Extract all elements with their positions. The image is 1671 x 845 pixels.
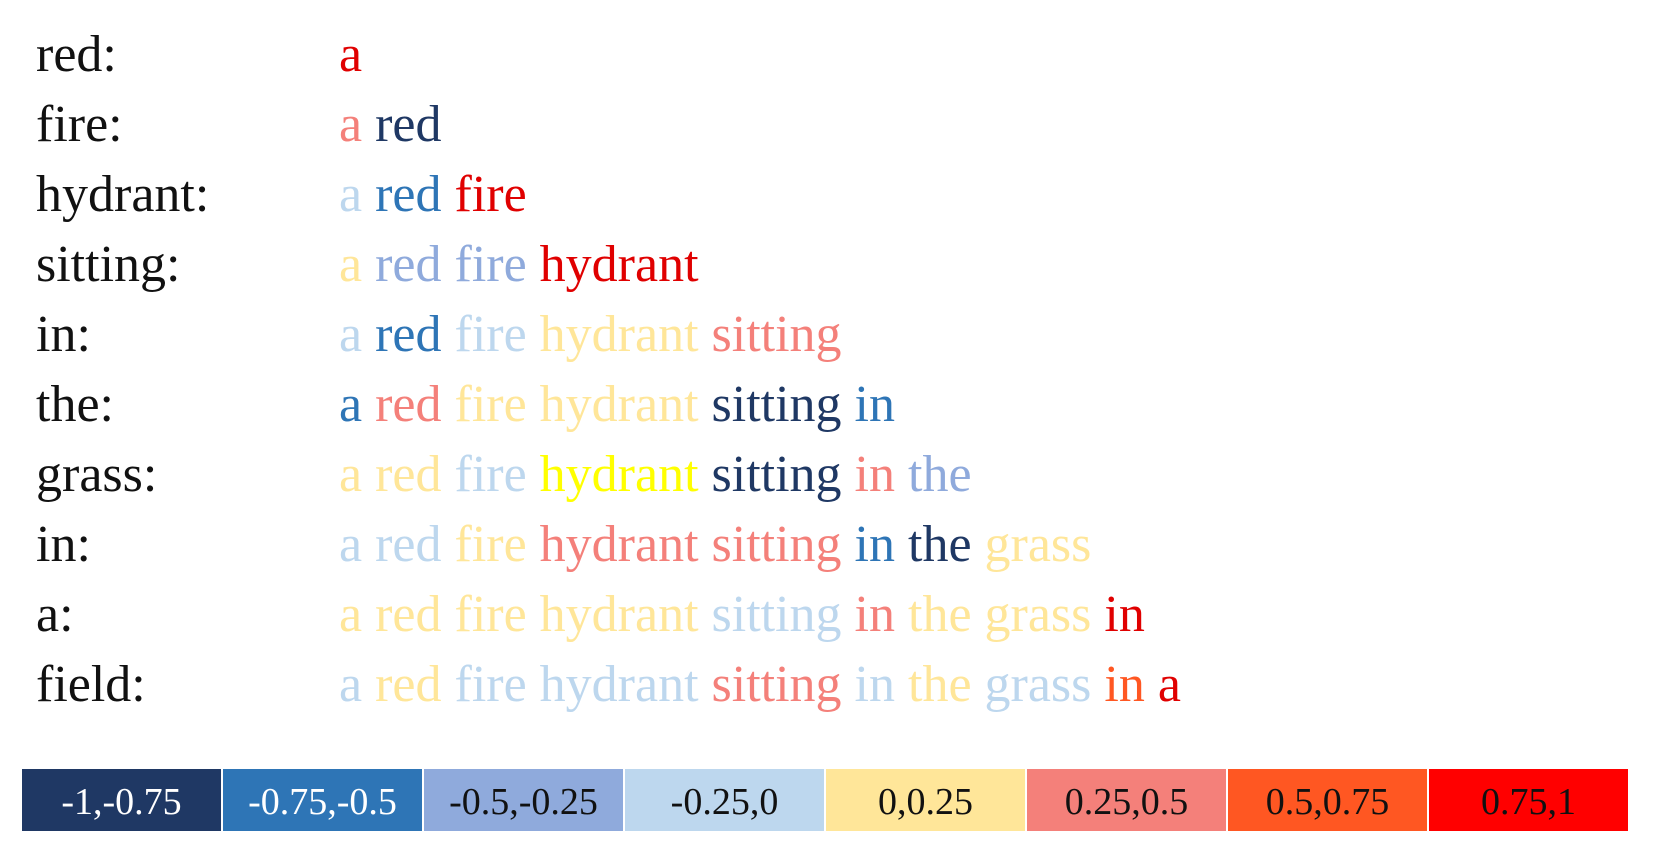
- context-token: red: [375, 586, 442, 643]
- context-token: fire: [454, 656, 527, 713]
- context-token: fire: [454, 446, 527, 503]
- context-token: fire: [454, 166, 527, 223]
- target-word-label: sitting:: [36, 236, 181, 293]
- context-token: the: [908, 516, 972, 573]
- context-token: a: [339, 656, 363, 713]
- context-tokens: a red fire hydrant sitting: [339, 300, 855, 370]
- legend-bin: 0.25,0.5: [1027, 769, 1226, 831]
- context-token: the: [908, 446, 972, 503]
- context-token: red: [375, 376, 442, 433]
- context-tokens: a red fire hydrant sitting in the: [339, 440, 985, 510]
- context-token: sitting: [711, 306, 842, 363]
- context-token: grass: [984, 656, 1092, 713]
- context-token: red: [375, 516, 442, 573]
- context-tokens: a red fire hydrant sitting in: [339, 370, 908, 440]
- context-token: fire: [454, 516, 527, 573]
- context-token: red: [375, 306, 442, 363]
- context-token: a: [339, 166, 363, 223]
- context-token: fire: [454, 306, 527, 363]
- context-tokens: a red fire hydrant sitting in the grass: [339, 510, 1104, 580]
- context-token: in: [854, 586, 895, 643]
- context-token: a: [339, 236, 363, 293]
- target-word-label: the:: [36, 376, 114, 433]
- context-token: a: [339, 96, 363, 153]
- context-tokens: a red fire: [339, 160, 540, 230]
- context-token: red: [375, 656, 442, 713]
- context-token: the: [908, 586, 972, 643]
- context-token: a: [339, 446, 363, 503]
- context-token: a: [339, 26, 363, 83]
- target-word-label: red:: [36, 26, 117, 83]
- target-word-label: hydrant:: [36, 166, 210, 223]
- context-token: grass: [984, 516, 1092, 573]
- context-token: sitting: [711, 376, 842, 433]
- context-token: a: [1157, 656, 1181, 713]
- context-token: hydrant: [539, 236, 699, 293]
- context-tokens: a red: [339, 90, 455, 160]
- context-token: hydrant: [539, 656, 699, 713]
- context-token: a: [339, 306, 363, 363]
- target-word-label: in:: [36, 516, 91, 573]
- legend-bin: -0.75,-0.5: [223, 769, 422, 831]
- context-token: hydrant: [539, 516, 699, 573]
- context-token: grass: [984, 586, 1092, 643]
- context-tokens: a red fire hydrant sitting in the grass in a: [339, 650, 1194, 720]
- context-token: a: [339, 586, 363, 643]
- context-token: hydrant: [539, 306, 699, 363]
- context-tokens: a: [339, 20, 375, 90]
- context-token: in: [854, 376, 895, 433]
- context-token: in: [854, 516, 895, 573]
- context-token: sitting: [711, 446, 842, 503]
- target-word-label: a:: [36, 586, 74, 643]
- context-token: in: [854, 656, 895, 713]
- context-token: a: [339, 376, 363, 433]
- context-token: red: [375, 166, 442, 223]
- context-token: hydrant: [539, 446, 699, 503]
- context-token: in: [1104, 656, 1145, 713]
- context-tokens: a red fire hydrant sitting in the grass in: [339, 580, 1158, 650]
- target-word-label: fire:: [36, 96, 123, 153]
- legend-bin: -0.25,0: [625, 769, 824, 831]
- context-token: a: [339, 516, 363, 573]
- context-token: the: [908, 656, 972, 713]
- context-tokens: a red fire hydrant: [339, 230, 712, 300]
- legend-bin: 0,0.25: [826, 769, 1025, 831]
- context-token: red: [375, 96, 442, 153]
- context-token: sitting: [711, 516, 842, 573]
- context-token: red: [375, 236, 442, 293]
- context-token: hydrant: [539, 586, 699, 643]
- color-legend: -1,-0.75 -0.75,-0.5 -0.5,-0.25 -0.25,0 0,0.2…: [22, 769, 1630, 831]
- context-token: in: [854, 446, 895, 503]
- legend-bin: -0.5,-0.25: [424, 769, 623, 831]
- context-token: sitting: [711, 586, 842, 643]
- legend-bin: -1,-0.75: [22, 769, 221, 831]
- target-word-label: field:: [36, 656, 146, 713]
- context-token: in: [1104, 586, 1145, 643]
- context-token: fire: [454, 376, 527, 433]
- context-token: fire: [454, 236, 527, 293]
- context-token: sitting: [711, 656, 842, 713]
- target-word-label: grass:: [36, 446, 158, 503]
- legend-bin: 0.5,0.75: [1228, 769, 1427, 831]
- context-token: red: [375, 446, 442, 503]
- context-token: fire: [454, 586, 527, 643]
- legend-bin: 0.75,1: [1429, 769, 1628, 831]
- context-token: hydrant: [539, 376, 699, 433]
- target-word-label: in:: [36, 306, 91, 363]
